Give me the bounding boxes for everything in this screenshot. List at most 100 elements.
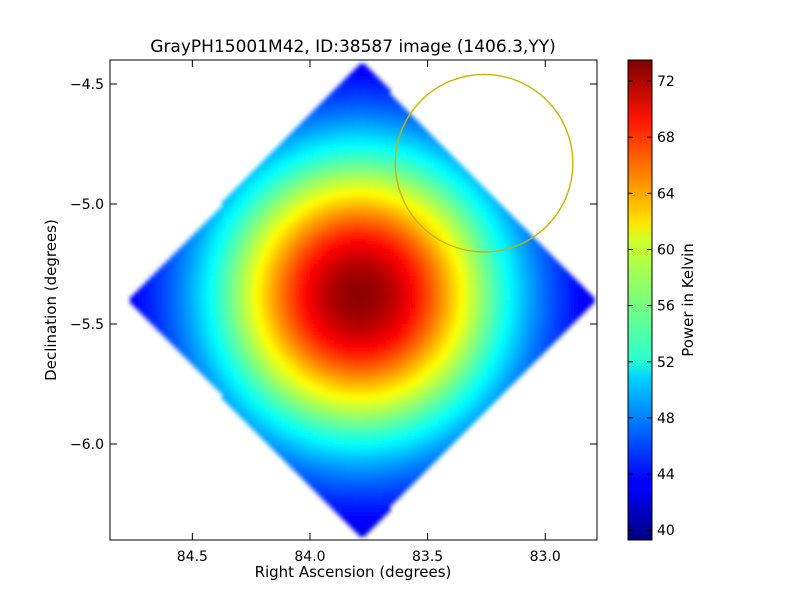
heatmap-cell (290, 188, 295, 193)
heatmap-cell (418, 204, 423, 209)
heatmap-cell (334, 268, 339, 273)
heatmap-cell (502, 276, 507, 281)
heatmap-cell (458, 180, 463, 185)
heatmap-cell (294, 344, 299, 349)
heatmap-cell (378, 88, 383, 93)
heatmap-cell (250, 248, 255, 253)
heatmap-cell (342, 140, 347, 145)
heatmap-cell (498, 280, 503, 285)
heatmap-cell (342, 208, 347, 213)
heatmap-cell (186, 348, 191, 353)
heatmap-cell (414, 152, 419, 157)
heatmap-cell (318, 192, 323, 197)
heatmap-cell (326, 184, 331, 189)
heatmap-cell (310, 332, 315, 337)
heatmap-cell (202, 292, 207, 297)
heatmap-cell (262, 316, 267, 321)
heatmap-cell (558, 292, 563, 297)
heatmap-cell (258, 288, 263, 293)
heatmap-cell (306, 208, 311, 213)
heatmap-cell (210, 284, 215, 289)
heatmap-cell (466, 200, 471, 205)
heatmap-cell (374, 180, 379, 185)
heatmap-cell (354, 192, 359, 197)
heatmap-cell (318, 208, 323, 213)
heatmap-cell (458, 296, 463, 301)
heatmap-cell (530, 276, 535, 281)
heatmap-cell (314, 244, 319, 249)
heatmap-cell (470, 208, 475, 213)
heatmap-cell (262, 344, 267, 349)
heatmap-cell (330, 244, 335, 249)
heatmap-cell (470, 232, 475, 237)
heatmap-cell (286, 264, 291, 269)
heatmap-cell (342, 356, 347, 361)
heatmap-cell (506, 228, 511, 233)
heatmap-cell (210, 312, 215, 317)
heatmap-cell (238, 204, 243, 209)
heatmap-cell (238, 236, 243, 241)
heatmap-cell (478, 228, 483, 233)
heatmap-cell (210, 328, 215, 333)
heatmap-cell (290, 356, 295, 361)
heatmap-cell (310, 272, 315, 277)
heatmap-cell (214, 288, 219, 293)
heatmap-cell (458, 248, 463, 253)
heatmap-cell (518, 356, 523, 361)
heatmap-cell (474, 192, 479, 197)
heatmap-cell (478, 260, 483, 265)
heatmap-cell (198, 304, 203, 309)
heatmap (130, 64, 595, 537)
heatmap-cell (238, 280, 243, 285)
heatmap-cell (182, 244, 187, 249)
heatmap-cell (342, 276, 347, 281)
heatmap-cell (342, 352, 347, 357)
heatmap-cell (422, 136, 427, 141)
heatmap-cell (390, 108, 395, 113)
heatmap-cell (370, 240, 375, 245)
heatmap-cell (414, 200, 419, 205)
heatmap-cell (254, 356, 259, 361)
heatmap-cell (242, 304, 247, 309)
heatmap-cell (358, 80, 363, 85)
heatmap-cell (478, 292, 483, 297)
heatmap-cell (370, 220, 375, 225)
heatmap-cell (494, 356, 499, 361)
heatmap-cell (442, 152, 447, 157)
heatmap-cell (350, 164, 355, 169)
heatmap-cell (478, 184, 483, 189)
heatmap-cell (370, 184, 375, 189)
heatmap-cell (406, 292, 411, 297)
heatmap-cell (498, 320, 503, 325)
heatmap-cell (530, 352, 535, 357)
heatmap-cell (318, 224, 323, 229)
heatmap-cell (442, 308, 447, 313)
heatmap-cell (234, 300, 239, 305)
heatmap-cell (458, 228, 463, 233)
heatmap-cell (254, 172, 259, 177)
heatmap-cell (422, 132, 427, 137)
heatmap-cell (414, 304, 419, 309)
heatmap-cell (414, 248, 419, 253)
heatmap-cell (362, 132, 367, 137)
heatmap-cell (310, 308, 315, 313)
heatmap-cell (518, 292, 523, 297)
heatmap-cell (254, 308, 259, 313)
heatmap-cell (322, 128, 327, 133)
heatmap-cell (490, 336, 495, 341)
heatmap-cell (330, 176, 335, 181)
heatmap-cell (286, 336, 291, 341)
heatmap-cell (166, 276, 171, 281)
heatmap-cell (514, 308, 519, 313)
heatmap-cell (242, 232, 247, 237)
heatmap-cell (334, 88, 339, 93)
heatmap-cell (410, 336, 415, 341)
heatmap-cell (242, 216, 247, 221)
heatmap-cell (290, 160, 295, 165)
heatmap-cell (354, 336, 359, 341)
heatmap-cell (222, 328, 227, 333)
heatmap-cell (242, 184, 247, 189)
heatmap-cell (246, 188, 251, 193)
heatmap-cell (430, 308, 435, 313)
heatmap-cell (294, 288, 299, 293)
